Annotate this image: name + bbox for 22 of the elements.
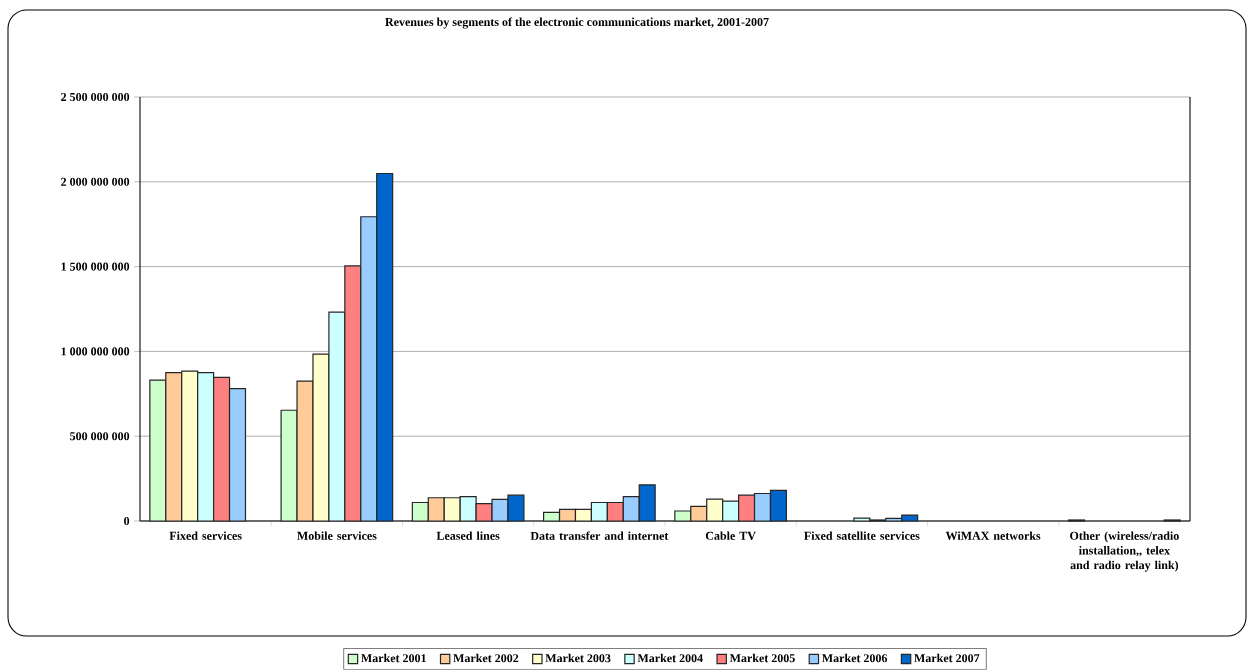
- y-tick-label: 2 500 000 000: [61, 93, 130, 102]
- legend-label: Market 2007: [914, 653, 980, 663]
- legend-label: Market 2002: [453, 653, 519, 663]
- legend-label: Market 2005: [729, 653, 795, 663]
- x-tick-label: Other (wireless/radio installation,, telex and radio relay link): [1070, 531, 1179, 572]
- legend-label: Market 2001: [361, 653, 426, 663]
- x-tick-label: WiMAX networks: [945, 531, 1041, 541]
- y-tick-label: 500 000 000: [70, 432, 130, 441]
- x-tick-label: Data transfer and internet: [530, 531, 669, 541]
- legend-label: Market 2006: [822, 653, 888, 663]
- y-tick-label: 0: [124, 517, 130, 526]
- chart-title: Revenues by segments of the electronic communications market, 2001-2007: [385, 17, 769, 29]
- x-tick-label: Cable TV: [705, 531, 756, 541]
- x-tick-label: Mobile services: [297, 531, 377, 540]
- y-tick-label: 1 500 000 000: [61, 262, 130, 271]
- x-tick-label: Fixed satellite services: [804, 531, 920, 540]
- legend-label: Market 2004: [637, 653, 703, 663]
- x-tick-label: Leased lines: [436, 531, 500, 540]
- y-tick-label: 1 000 000 000: [61, 347, 130, 356]
- legend-label: Market 2003: [545, 653, 611, 663]
- y-tick-label: 2 000 000 000: [61, 177, 130, 186]
- x-tick-label: Fixed services: [169, 531, 242, 540]
